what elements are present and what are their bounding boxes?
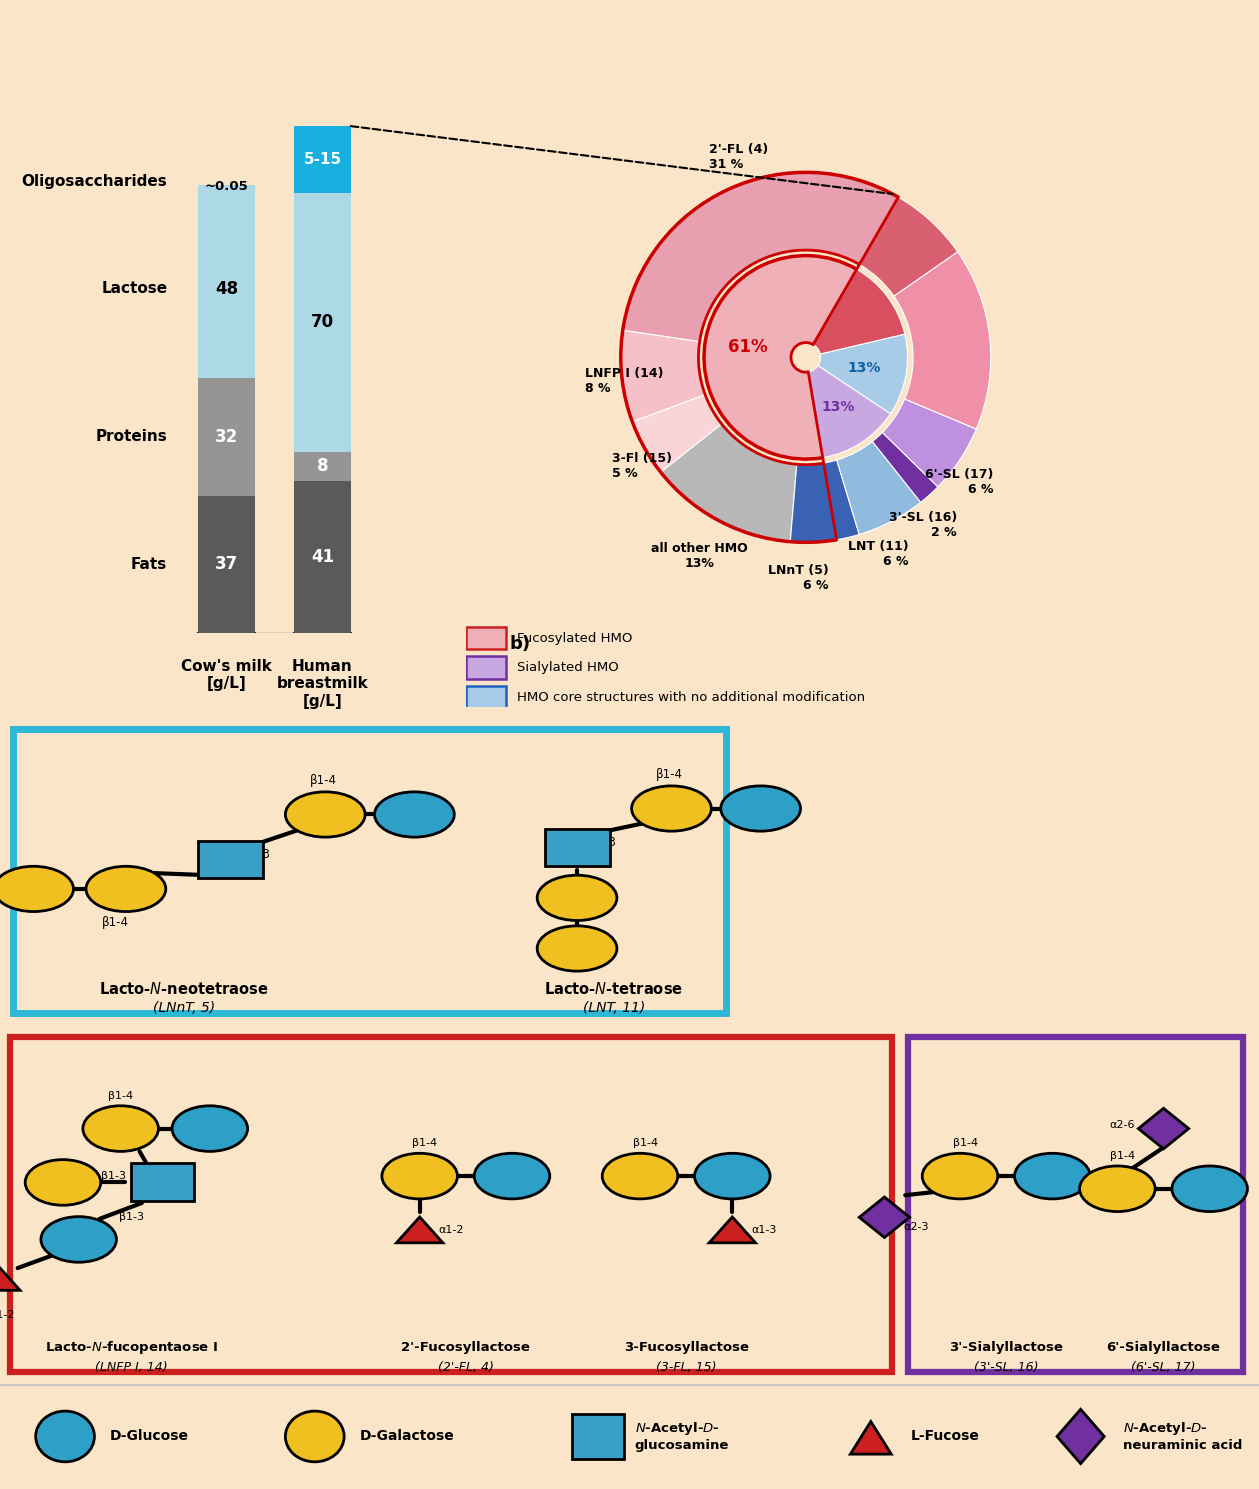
Bar — [199, 378, 254, 496]
Text: (2'-FL, 4): (2'-FL, 4) — [438, 1361, 494, 1374]
Bar — [131, 1163, 194, 1202]
Circle shape — [602, 1154, 677, 1199]
Bar — [198, 841, 263, 877]
Bar — [295, 481, 351, 633]
Bar — [10, 1036, 891, 1373]
Text: Proteins: Proteins — [96, 429, 167, 444]
Text: β1-3: β1-3 — [101, 1170, 126, 1181]
Text: 2'-FL (4)
31 %: 2'-FL (4) 31 % — [709, 143, 768, 171]
Bar — [13, 730, 726, 1013]
Polygon shape — [1058, 1409, 1104, 1464]
Circle shape — [0, 867, 73, 911]
Wedge shape — [632, 395, 721, 472]
Text: (LNnT, 5): (LNnT, 5) — [152, 1001, 215, 1015]
Polygon shape — [709, 1217, 755, 1243]
Polygon shape — [397, 1217, 443, 1243]
Polygon shape — [1138, 1108, 1188, 1150]
Circle shape — [695, 1154, 771, 1199]
Text: a): a) — [49, 744, 69, 762]
Text: 13%: 13% — [821, 401, 855, 414]
Text: α1-3: α1-3 — [752, 1225, 777, 1234]
Text: α2-6: α2-6 — [1109, 1120, 1134, 1130]
Text: (6'-SL, 17): (6'-SL, 17) — [1132, 1361, 1196, 1374]
Circle shape — [86, 867, 166, 911]
Wedge shape — [623, 173, 898, 341]
Text: Lacto-$N$-fucopentaose I: Lacto-$N$-fucopentaose I — [44, 1339, 218, 1355]
Text: 13%: 13% — [847, 360, 881, 375]
Circle shape — [25, 1160, 101, 1205]
Wedge shape — [704, 256, 856, 459]
Text: β1-3: β1-3 — [118, 1212, 144, 1222]
Text: 41: 41 — [311, 548, 334, 566]
Text: D-Galactose: D-Galactose — [360, 1429, 454, 1443]
Text: D-Glucose: D-Glucose — [111, 1429, 189, 1443]
Text: α1-2: α1-2 — [438, 1225, 465, 1234]
Text: 3-Fl (15)
5 %: 3-Fl (15) 5 % — [612, 453, 672, 481]
Circle shape — [286, 792, 365, 837]
Text: (3'-SL, 16): (3'-SL, 16) — [974, 1361, 1039, 1374]
Circle shape — [922, 1154, 997, 1199]
Circle shape — [40, 1217, 116, 1263]
Bar — [544, 829, 609, 865]
Text: 6'-Sialyllactose: 6'-Sialyllactose — [1107, 1340, 1220, 1354]
Bar — [295, 127, 351, 192]
Bar — [199, 496, 254, 633]
Text: β1-4: β1-4 — [413, 1138, 437, 1148]
Circle shape — [83, 1106, 159, 1151]
Circle shape — [286, 1412, 344, 1462]
Wedge shape — [813, 270, 905, 354]
Text: 6'-SL (17)
6 %: 6'-SL (17) 6 % — [925, 468, 993, 496]
Wedge shape — [837, 441, 920, 535]
Text: 2'-Fucosyllactose: 2'-Fucosyllactose — [402, 1340, 530, 1354]
Circle shape — [720, 786, 801, 831]
Text: 3'-Sialyllactose: 3'-Sialyllactose — [949, 1340, 1063, 1354]
Text: β1-4: β1-4 — [656, 768, 682, 782]
Text: Fats: Fats — [131, 557, 167, 572]
Text: 70: 70 — [311, 313, 334, 331]
Circle shape — [1079, 1166, 1155, 1212]
Circle shape — [35, 1412, 94, 1462]
Text: α2-3: α2-3 — [903, 1222, 929, 1233]
Circle shape — [172, 1106, 248, 1151]
Wedge shape — [894, 252, 991, 429]
Text: L-Fucose: L-Fucose — [910, 1429, 980, 1443]
Text: 48: 48 — [215, 280, 238, 298]
Polygon shape — [0, 1264, 20, 1291]
Text: β1-4: β1-4 — [108, 1091, 133, 1100]
Text: (LNFP I, 14): (LNFP I, 14) — [94, 1361, 167, 1374]
Text: β1-4: β1-4 — [310, 774, 336, 788]
Wedge shape — [818, 334, 908, 414]
Bar — [572, 1415, 624, 1459]
Wedge shape — [621, 331, 705, 421]
Wedge shape — [808, 366, 890, 457]
Bar — [199, 185, 254, 200]
Text: 32: 32 — [215, 427, 238, 445]
Bar — [908, 1036, 1243, 1373]
Text: β1-4: β1-4 — [953, 1138, 978, 1148]
Wedge shape — [883, 399, 976, 487]
Text: Lacto-$N$-tetraose: Lacto-$N$-tetraose — [544, 981, 684, 998]
Text: β1-3: β1-3 — [589, 889, 617, 901]
Text: 37: 37 — [215, 555, 238, 573]
Text: α1-2: α1-2 — [0, 1310, 15, 1319]
Text: HMO core structures with no additional modification: HMO core structures with no additional m… — [517, 691, 865, 704]
Text: β1-3: β1-3 — [589, 835, 617, 849]
Bar — [466, 686, 506, 709]
Text: Fucosylated HMO: Fucosylated HMO — [517, 631, 632, 645]
Polygon shape — [850, 1422, 891, 1455]
Wedge shape — [661, 424, 797, 542]
Text: Lacto-$N$-neotetraose: Lacto-$N$-neotetraose — [99, 981, 268, 998]
Text: ~0.05: ~0.05 — [205, 180, 248, 192]
Text: β1-4: β1-4 — [1110, 1151, 1136, 1161]
Polygon shape — [859, 1197, 909, 1237]
Text: 3-Fucosyllactose: 3-Fucosyllactose — [623, 1340, 749, 1354]
Text: (LNT, 11): (LNT, 11) — [583, 1001, 645, 1015]
Text: $N$-Acetyl-$D$-
neuraminic acid: $N$-Acetyl-$D$- neuraminic acid — [1123, 1421, 1241, 1452]
Bar — [199, 200, 254, 378]
Text: $N$-Acetyl-$D$-
glucosamine: $N$-Acetyl-$D$- glucosamine — [635, 1421, 729, 1452]
Bar — [466, 627, 506, 649]
Text: β1-4: β1-4 — [102, 916, 128, 929]
Text: Human
breastmilk
[g/L]: Human breastmilk [g/L] — [277, 658, 369, 709]
Text: all other HMO
13%: all other HMO 13% — [651, 542, 748, 570]
Circle shape — [538, 876, 617, 920]
